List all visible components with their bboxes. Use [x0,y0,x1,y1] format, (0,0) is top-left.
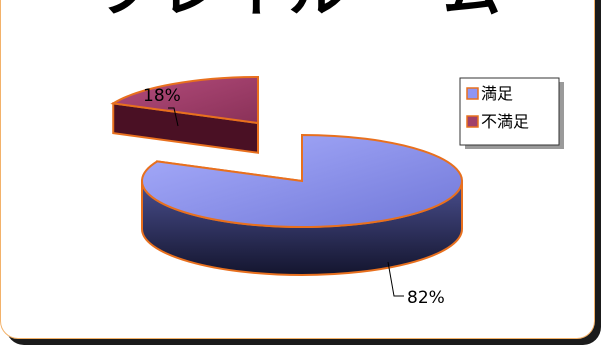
data-label-unsatisfied: 18% [143,86,181,106]
leader-line-unsatisfied [168,107,179,127]
slice-unsatisfied [110,75,259,125]
legend-swatch-1 [466,115,479,128]
chart-title: フレイルー ム [0,0,603,20]
legend-label-0: 満足 [481,84,513,103]
legend-label-1: 不満足 [481,112,529,131]
slice-satisfied [141,133,463,228]
data-label-satisfied: 82% [407,288,445,308]
legend-swatch-0 [466,87,479,100]
chart-card [0,0,595,339]
leader-line-satisfied [387,261,404,297]
legend-box [459,77,560,146]
